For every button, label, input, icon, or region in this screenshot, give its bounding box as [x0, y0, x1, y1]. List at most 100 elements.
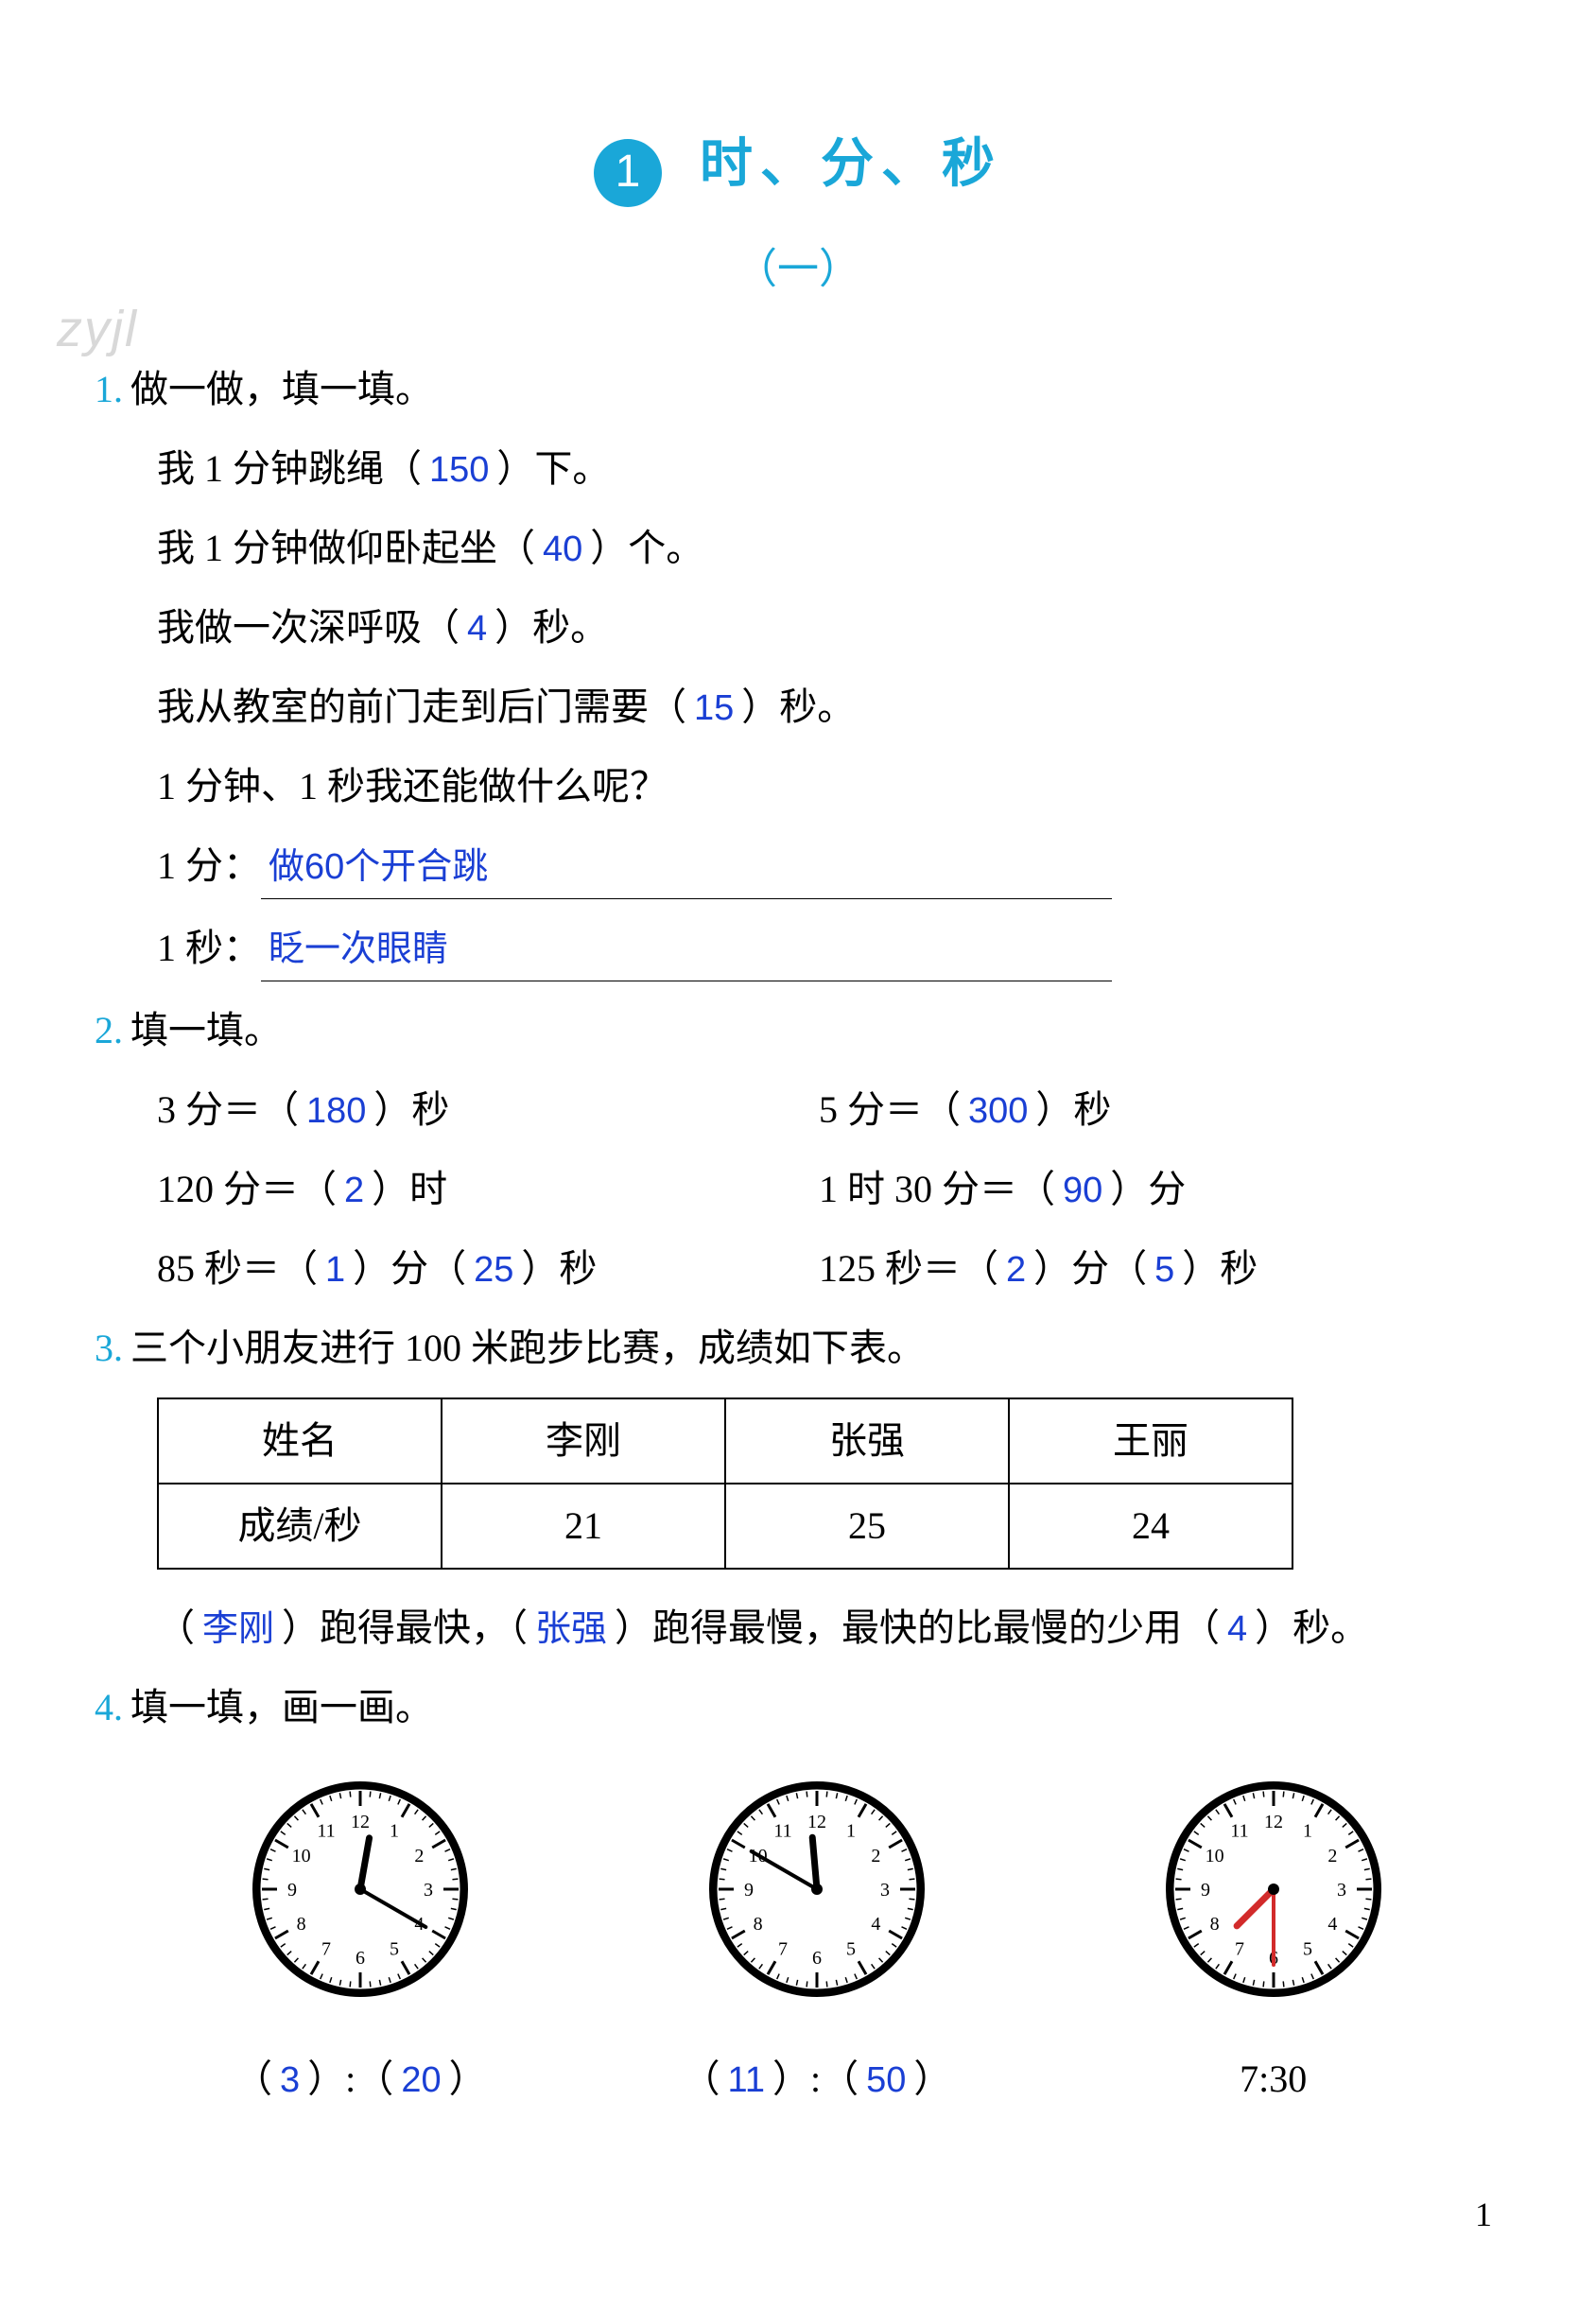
table-cell: 24 — [1009, 1484, 1292, 1569]
clock-icon: 123456789101112 — [628, 1766, 1006, 2030]
svg-text:7: 7 — [321, 1938, 331, 1959]
clocks-row: 123456789101112 （3）:（20） 123456789101112… — [132, 1766, 1501, 2109]
text: ）个。 — [590, 527, 703, 569]
text: ）跑得最慢，最快的比最慢的少用（ — [615, 1606, 1220, 1649]
q1-line2: 我 1 分钟做仰卧起坐（40）个。 — [157, 518, 1501, 579]
page-number: 1 — [1475, 2188, 1492, 2243]
label: 1 分： — [157, 844, 261, 887]
clock-block: 123456789101112 （3）:（20） — [171, 1766, 549, 2109]
svg-text:5: 5 — [1303, 1938, 1312, 1959]
q3-sentence: （李刚）跑得最快，（张强）跑得最慢，最快的比最慢的少用（4）秒。 — [157, 1598, 1501, 1658]
table-header: 王丽 — [1009, 1398, 1292, 1484]
text: ）秒 — [521, 1247, 597, 1290]
svg-text:2: 2 — [1327, 1846, 1337, 1866]
text: 125 秒＝（ — [819, 1247, 998, 1290]
svg-text:12: 12 — [351, 1812, 370, 1832]
q1-line1: 我 1 分钟跳绳（150）下。 — [157, 439, 1501, 499]
text: 我 1 分钟跳绳（ — [157, 447, 422, 490]
answer: 4 — [1220, 1609, 1255, 1649]
page-header: 1 时、分、秒 — [95, 123, 1501, 208]
question-1: 1. 做一做，填一填。 — [95, 359, 1501, 420]
clock-label: （11）:（50） — [628, 2049, 1006, 2109]
answer: 300 — [961, 1091, 1035, 1131]
q1-line7: 1 秒：眨一次眼睛 — [157, 918, 1501, 981]
q2-row2: 120 分＝（2）时 1 时 30 分＝（90）分 — [157, 1159, 1501, 1220]
table-header: 张强 — [725, 1398, 1009, 1484]
answer: 做60个开合跳 — [261, 839, 1112, 899]
text: ）跑得最快，（ — [282, 1606, 528, 1649]
question-3: 3. 三个小朋友进行 100 米跑步比赛，成绩如下表。 — [95, 1318, 1501, 1379]
answer: 4 — [460, 609, 494, 649]
question-title: 填一填。 — [130, 1000, 282, 1061]
question-title: 做一做，填一填。 — [130, 359, 433, 420]
svg-text:6: 6 — [812, 1948, 822, 1969]
svg-text:9: 9 — [1201, 1880, 1210, 1901]
text: ）分（ — [353, 1247, 466, 1290]
svg-text:8: 8 — [297, 1914, 306, 1935]
svg-text:7: 7 — [778, 1938, 788, 1959]
q1-line6: 1 分：做60个开合跳 — [157, 836, 1501, 899]
text: ）下。 — [496, 447, 610, 490]
text: ）秒 — [1182, 1247, 1258, 1290]
clock-block: 123456789101112 7:30 — [1084, 1766, 1463, 2109]
svg-text:1: 1 — [846, 1820, 856, 1841]
text: 我做一次深呼吸（ — [157, 606, 460, 649]
answer: 张强 — [528, 1609, 615, 1649]
svg-text:11: 11 — [773, 1820, 791, 1841]
svg-text:10: 10 — [292, 1846, 311, 1866]
svg-text:8: 8 — [754, 1914, 763, 1935]
svg-text:9: 9 — [744, 1880, 754, 1901]
answer: 40 — [535, 530, 590, 569]
svg-text:9: 9 — [287, 1880, 297, 1901]
svg-text:1: 1 — [390, 1820, 399, 1841]
table-cell: 成绩/秒 — [158, 1484, 442, 1569]
question-number: 1. — [95, 359, 123, 420]
clock-label: 7:30 — [1084, 2049, 1463, 2109]
svg-text:1: 1 — [1303, 1820, 1312, 1841]
svg-text:2: 2 — [415, 1846, 425, 1866]
answer: 150 — [422, 450, 496, 490]
q1-line3: 我做一次深呼吸（4）秒。 — [157, 598, 1501, 658]
question-title: 三个小朋友进行 100 米跑步比赛，成绩如下表。 — [130, 1318, 925, 1379]
answer: 90 — [1055, 1171, 1110, 1210]
question-2: 2. 填一填。 — [95, 1000, 1501, 1061]
text: ）时 — [372, 1168, 447, 1210]
question-number: 2. — [95, 1000, 123, 1061]
text: ）秒。 — [1255, 1606, 1368, 1649]
svg-text:3: 3 — [424, 1880, 433, 1901]
svg-text:3: 3 — [1337, 1880, 1346, 1901]
svg-text:5: 5 — [390, 1938, 399, 1959]
chapter-subtitle: （一） — [95, 236, 1501, 303]
svg-text:12: 12 — [1264, 1812, 1283, 1832]
answer: 25 — [466, 1250, 521, 1290]
text: ）秒 — [373, 1088, 449, 1131]
table-cell: 21 — [442, 1484, 725, 1569]
question-4: 4. 填一填，画一画。 — [95, 1677, 1501, 1738]
text: ）秒。 — [741, 686, 855, 728]
table-cell: 25 — [725, 1484, 1009, 1569]
answer: 李刚 — [195, 1609, 282, 1649]
table-header: 李刚 — [442, 1398, 725, 1484]
svg-text:2: 2 — [871, 1846, 880, 1866]
question-title: 填一填，画一画。 — [130, 1677, 433, 1738]
chapter-title: 时、分、秒 — [700, 135, 1002, 194]
table-row: 姓名 李刚 张强 王丽 — [158, 1398, 1292, 1484]
q2-row1: 3 分＝（180）秒 5 分＝（300）秒 — [157, 1080, 1501, 1140]
svg-text:8: 8 — [1209, 1914, 1219, 1935]
text: ）分（ — [1033, 1247, 1147, 1290]
clock-label: （3）:（20） — [171, 2049, 549, 2109]
answer: 5 — [1147, 1250, 1182, 1290]
svg-text:7: 7 — [1235, 1938, 1244, 1959]
q1-line4: 我从教室的前门走到后门需要（15）秒。 — [157, 677, 1501, 738]
text: 1 时 30 分＝（ — [819, 1168, 1055, 1210]
svg-text:3: 3 — [880, 1880, 890, 1901]
answer: 180 — [299, 1091, 373, 1131]
q1-line5: 1 分钟、1 秒我还能做什么呢？ — [157, 756, 1501, 817]
svg-text:11: 11 — [1230, 1820, 1248, 1841]
answer: 2 — [998, 1250, 1033, 1290]
text: ）秒 — [1035, 1088, 1111, 1131]
answer: 1 — [318, 1250, 353, 1290]
text: 120 分＝（ — [157, 1168, 337, 1210]
svg-text:4: 4 — [1327, 1914, 1337, 1935]
text: 85 秒＝（ — [157, 1247, 318, 1290]
